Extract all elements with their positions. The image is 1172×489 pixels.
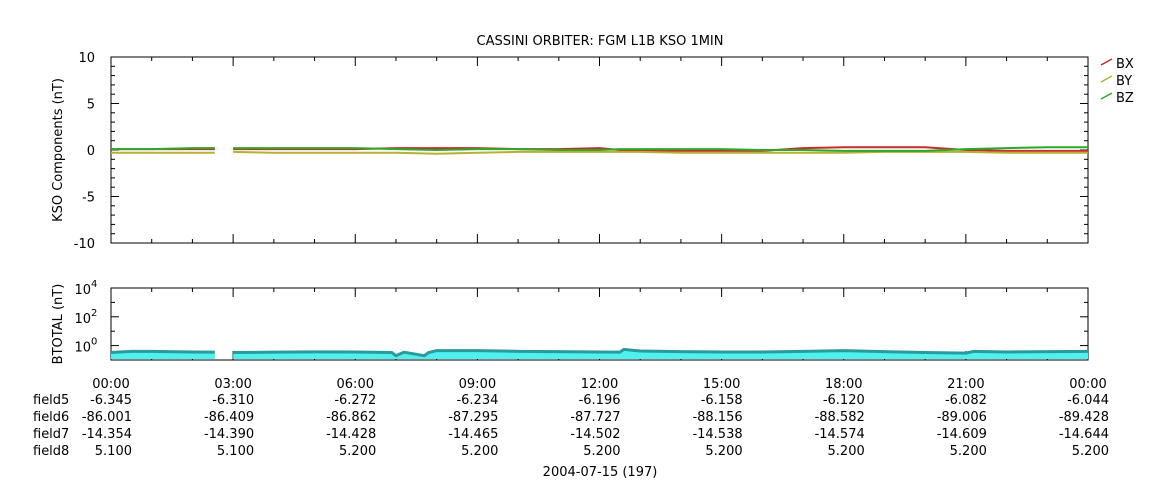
legend-label-by: BY xyxy=(1116,74,1132,89)
ephemeris-value: -89.006 xyxy=(937,410,987,425)
ephemeris-value: -14.428 xyxy=(326,427,376,442)
ephemeris-value: 5.200 xyxy=(950,444,987,459)
ephemeris-value: -87.295 xyxy=(448,410,498,425)
ephemeris-value: 5.200 xyxy=(339,444,376,459)
ephemeris-value: -6.082 xyxy=(945,393,987,408)
y-tick-label: 10 xyxy=(74,312,91,327)
y-tick-label: 10 xyxy=(78,51,95,66)
ephemeris-value: -14.465 xyxy=(448,427,498,442)
ephemeris-value: -88.582 xyxy=(815,410,865,425)
x-tick-label: 06:00 xyxy=(337,377,374,392)
ephemeris-row-label: field6 xyxy=(33,410,69,425)
y-tick-exponent: 4 xyxy=(91,279,97,290)
ephemeris-value: -14.538 xyxy=(692,427,742,442)
ephemeris-value: -14.574 xyxy=(815,427,865,442)
btotal-line-2 xyxy=(233,347,1089,358)
ephemeris-value: -89.428 xyxy=(1059,410,1109,425)
ephemeris-value: -6.196 xyxy=(579,393,621,408)
legend-swatch-bx xyxy=(1100,58,1113,66)
ephemeris-value: -14.390 xyxy=(204,427,254,442)
ephemeris-value: -6.310 xyxy=(212,393,254,408)
ephemeris-value: -6.120 xyxy=(823,393,865,408)
ephemeris-value: -6.044 xyxy=(1067,393,1109,408)
legend-label-bz: BZ xyxy=(1116,91,1134,106)
ephemeris-value: 5.200 xyxy=(583,444,620,459)
x-tick-label: 18:00 xyxy=(825,377,862,392)
series-line-by xyxy=(111,150,1088,155)
y-tick-label: 0 xyxy=(87,144,95,159)
x-axis-labels: 00:00 03:00 06:00 09:00 12:00 15:00 18:00 21:00… xyxy=(92,377,1106,392)
ephemeris-value: -14.609 xyxy=(937,427,987,442)
ephemeris-value: 5.200 xyxy=(828,444,865,459)
ephemeris-value: -88.156 xyxy=(692,410,742,425)
ephemeris-value: -87.727 xyxy=(570,410,620,425)
y-tick-exponent: 2 xyxy=(91,308,97,319)
y-tick-exponent: 0 xyxy=(91,337,97,348)
ephemeris-value: -86.862 xyxy=(326,410,376,425)
x-tick-label: 03:00 xyxy=(214,377,251,392)
x-tick-label: 00:00 xyxy=(92,377,129,392)
x-tick-label: 00:00 xyxy=(1069,377,1106,392)
ephemeris-value: 5.100 xyxy=(217,444,254,459)
ephemeris-value: 5.200 xyxy=(1072,444,1109,459)
components-panel: -10 -5 0 5 10 KSO Components (nT) xyxy=(51,51,1089,252)
legend-swatch-bz xyxy=(1100,92,1113,100)
ephemeris-value: -14.354 xyxy=(82,427,132,442)
ephemeris-value: -6.158 xyxy=(701,393,743,408)
y-tick-label: 10 xyxy=(74,283,91,298)
ephemeris-value: 5.200 xyxy=(461,444,498,459)
legend-label-bx: BX xyxy=(1116,57,1134,72)
ephemeris-row-label: field7 xyxy=(33,427,69,442)
ephemeris-row-label: field8 xyxy=(33,444,69,459)
ephemeris-value: -6.272 xyxy=(334,393,376,408)
y-tick-label: -5 xyxy=(82,191,95,206)
legend: BX BY BZ xyxy=(1100,57,1134,106)
y-tick-label: -10 xyxy=(74,237,95,252)
ephemeris-value: -86.409 xyxy=(204,410,254,425)
x-tick-label: 12:00 xyxy=(581,377,618,392)
chart-title: CASSINI ORBITER: FGM L1B KSO 1MIN xyxy=(477,34,724,49)
legend-swatch-by xyxy=(1100,75,1113,83)
ephemeris-value: -14.502 xyxy=(570,427,620,442)
ephemeris-value: -14.644 xyxy=(1059,427,1109,442)
series-line-bz xyxy=(111,146,1088,152)
btotal-frame xyxy=(110,287,1089,361)
ephemeris-row-label: field5 xyxy=(33,393,69,408)
x-tick-label: 09:00 xyxy=(459,377,496,392)
ephemeris-value: 5.200 xyxy=(705,444,742,459)
x-tick-label: 15:00 xyxy=(703,377,740,392)
y-tick-label: 5 xyxy=(87,98,95,113)
y-axis-label: BTOTAL (nT) xyxy=(51,284,66,365)
ephemeris-value: -6.234 xyxy=(456,393,498,408)
x-tick-label: 21:00 xyxy=(947,377,984,392)
ephemeris-value: -6.345 xyxy=(90,393,132,408)
ephemeris-table: field5 -6.345 -6.310 -6.272 -6.234 -6.196 -6.1… xyxy=(33,393,1109,459)
y-axis-label: KSO Components (nT) xyxy=(51,78,66,222)
ephemeris-value: 5.100 xyxy=(95,444,132,459)
btotal-line-1 xyxy=(110,349,215,355)
date-label: 2004-07-15 (197) xyxy=(543,465,658,480)
ephemeris-value: -86.001 xyxy=(82,410,132,425)
y-tick-label: 10 xyxy=(74,341,91,356)
